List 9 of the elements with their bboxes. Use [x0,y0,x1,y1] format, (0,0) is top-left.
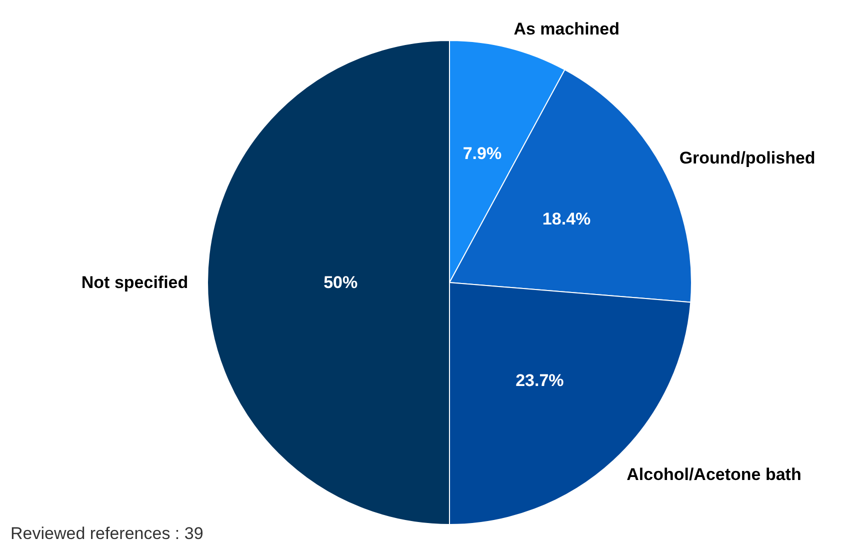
slice-label: Alcohol/Acetone bath [626,465,802,484]
text: Reviewed references : 39 [10,524,204,543]
data-label: 23.7% [516,370,564,390]
slice-label: As machined [514,20,620,39]
data-label: 50% [324,273,358,292]
data-label: 7.9% [462,144,502,163]
slice-label: Ground/polished [679,148,816,168]
data-label: 18.4% [542,210,591,229]
slice-label: Not specified [81,273,188,292]
